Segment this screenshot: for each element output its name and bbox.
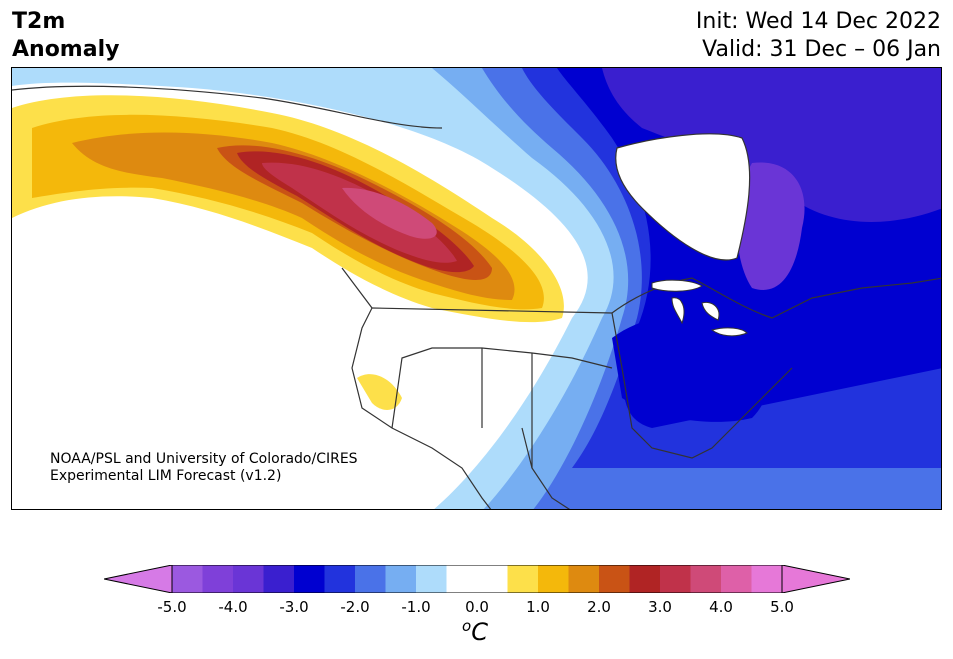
colorbar-ticks: -5.0 -4.0 -3.0 -2.0 -1.0 0.0 1.0 2.0 3.0 4.0 5.0 xyxy=(0,598,953,618)
colorbar-tick-label: 5.0 xyxy=(770,598,794,616)
colorbar-bin xyxy=(202,565,233,593)
colorbar-bin xyxy=(446,565,508,593)
map-credit: NOAA/PSL and University of Colorado/CIRE… xyxy=(50,451,358,485)
colorbar-tick-label: -4.0 xyxy=(218,598,248,616)
map-title: T2m Anomaly xyxy=(12,8,119,64)
colorbar-unit: oC xyxy=(462,617,488,646)
colorbar-bin xyxy=(721,565,752,593)
colorbar-bin xyxy=(568,565,599,593)
colorbar-bin xyxy=(660,565,691,593)
colorbar-bin xyxy=(385,565,416,593)
colorbar-tick-label: -5.0 xyxy=(157,598,187,616)
colorbar-bin xyxy=(355,565,386,593)
title-line-1: T2m xyxy=(12,9,66,34)
colorbar-under-arrow xyxy=(104,565,173,593)
colorbar-bin xyxy=(599,565,630,593)
colorbar-tick-label: 1.0 xyxy=(526,598,550,616)
title-line-2: Anomaly xyxy=(12,37,120,62)
colorbar-bin xyxy=(416,565,447,593)
colorbar-bin xyxy=(507,565,538,593)
init-date: Init: Wed 14 Dec 2022 xyxy=(695,9,941,34)
colorbar-bin xyxy=(538,565,569,593)
colorbar-tick-label: -2.0 xyxy=(340,598,370,616)
colorbar-bin xyxy=(629,565,660,593)
credit-line-2: Experimental LIM Forecast (v1.2) xyxy=(50,468,282,484)
colorbar-bin xyxy=(172,565,203,593)
map-canvas xyxy=(12,68,941,509)
colorbar-over-arrow xyxy=(781,565,850,593)
colorbar-bin xyxy=(263,565,294,593)
great-lakes xyxy=(651,279,748,337)
forecast-dates: Init: Wed 14 Dec 2022 Valid: 31 Dec – 06… xyxy=(696,8,941,64)
colorbar-bins xyxy=(172,565,782,593)
colorbar-bin xyxy=(294,565,325,593)
colorbar-bin xyxy=(751,565,782,593)
colorbar-tick-label: 2.0 xyxy=(587,598,611,616)
colorbar xyxy=(104,565,850,593)
colorbar-bin xyxy=(233,565,264,593)
unit-superscript: o xyxy=(462,617,472,635)
valid-range: Valid: 31 Dec – 06 Jan xyxy=(702,37,941,62)
warm-anomaly-shading xyxy=(12,95,564,410)
borders xyxy=(12,85,941,509)
colorbar-bin xyxy=(324,565,355,593)
colorbar-outline xyxy=(171,565,783,593)
colorbar-tick-label: -1.0 xyxy=(401,598,431,616)
colorbar-tick-label: 3.0 xyxy=(648,598,672,616)
unit-base: C xyxy=(471,618,488,646)
credit-line-1: NOAA/PSL and University of Colorado/CIRE… xyxy=(50,451,358,467)
colorbar-tick-label: 4.0 xyxy=(709,598,733,616)
colorbar-bin xyxy=(690,565,721,593)
colorbar-tick-label: 0.0 xyxy=(465,598,489,616)
hudson-bay xyxy=(615,133,751,261)
colorbar-tick-label: -3.0 xyxy=(279,598,309,616)
anomaly-map: NOAA/PSL and University of Colorado/CIRE… xyxy=(11,67,942,510)
